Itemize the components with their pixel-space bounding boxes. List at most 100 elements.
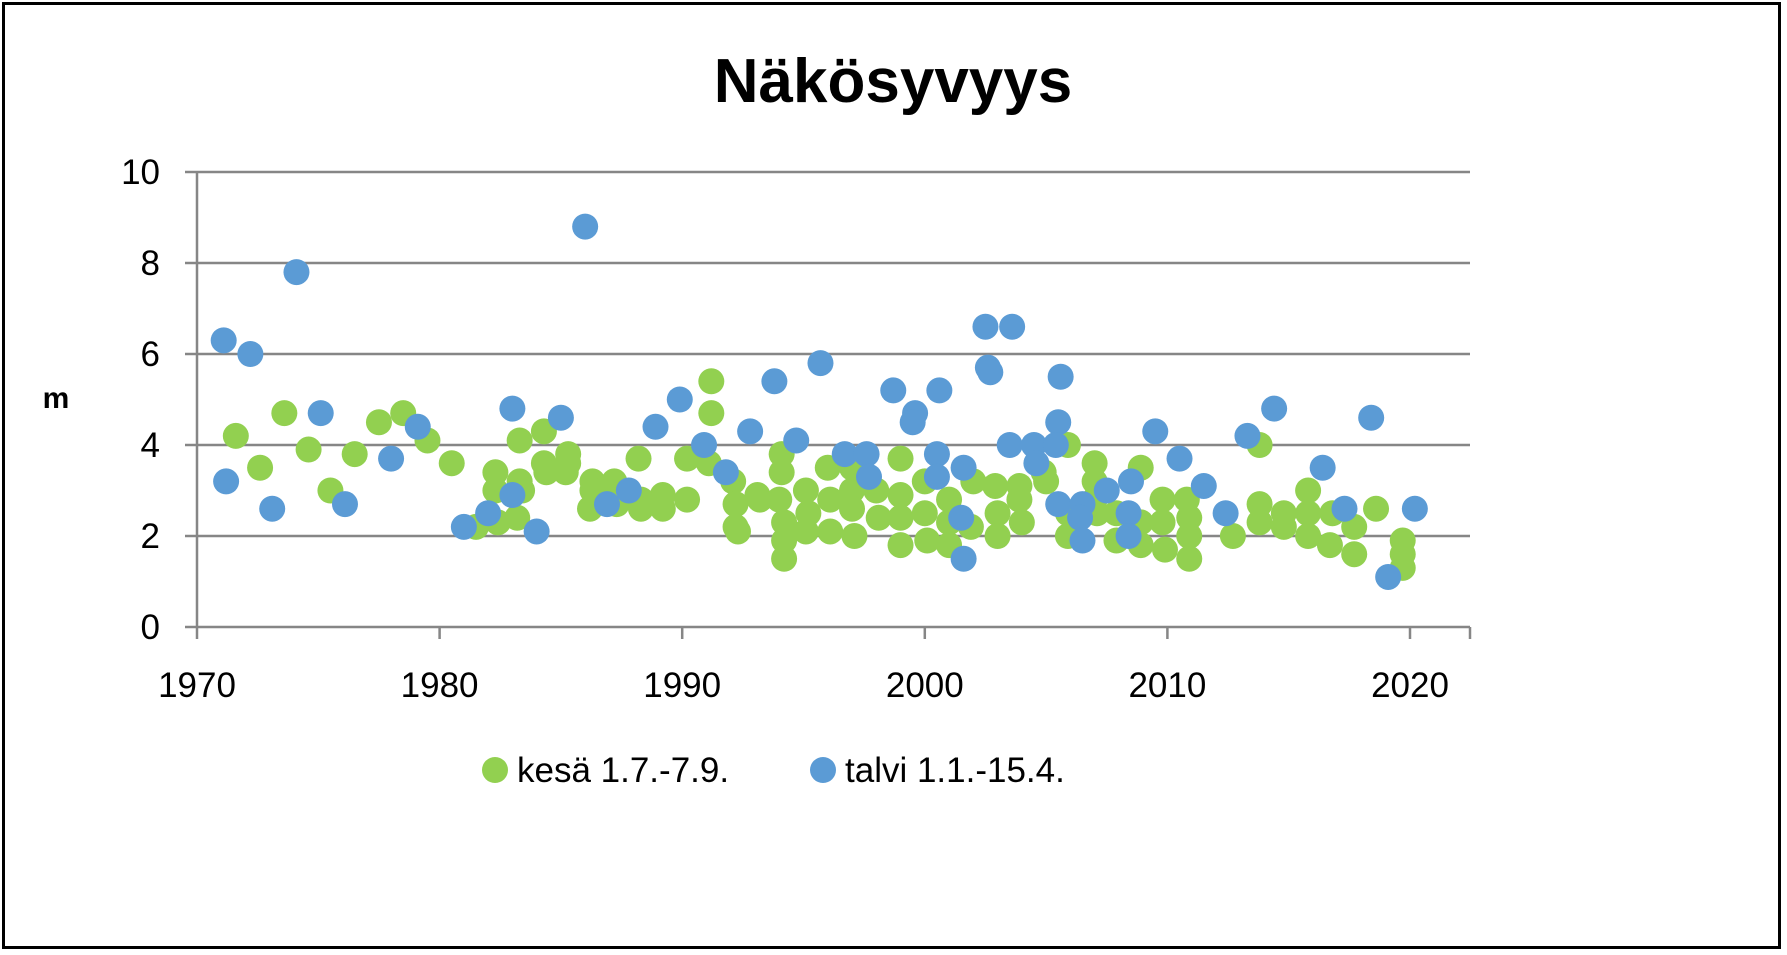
talvi-point: [856, 463, 883, 490]
y-axis-label: m: [43, 382, 70, 415]
talvi-point: [1212, 500, 1239, 527]
kesa-point: [984, 500, 1011, 527]
talvi-point: [1045, 409, 1072, 436]
talvi-point: [210, 327, 237, 354]
kesa-point: [1151, 536, 1178, 563]
talvi-point: [1190, 472, 1217, 499]
kesa-point: [792, 477, 819, 504]
kesa-point: [1246, 491, 1273, 518]
talvi-point: [1309, 454, 1336, 481]
kesa-point: [1295, 523, 1322, 549]
talvi-point: [593, 491, 620, 518]
kesa-point: [1006, 486, 1033, 513]
talvi-point: [499, 482, 526, 509]
kesa-point: [1008, 509, 1035, 536]
kesa-point: [271, 400, 298, 427]
talvi-point: [1042, 432, 1069, 458]
talvi-point: [737, 418, 764, 445]
kesa-point: [768, 459, 795, 486]
y-tick-label: 0: [141, 608, 160, 647]
kesa-point: [365, 409, 392, 436]
kesa-point: [438, 450, 465, 477]
talvi-point: [1115, 500, 1142, 527]
talvi-point: [1045, 491, 1072, 518]
talvi-point: [1023, 450, 1050, 477]
talvi-point: [1093, 477, 1120, 504]
talvi-point: [1234, 422, 1261, 449]
talvi-point: [948, 504, 975, 531]
kesa-point: [817, 486, 844, 513]
kesa-point: [1081, 450, 1108, 477]
kesa-point: [1149, 486, 1176, 513]
talvi-point: [761, 368, 788, 395]
talvi-point: [572, 213, 599, 240]
y-tick-label: 10: [121, 153, 160, 192]
kesa-point: [552, 459, 579, 486]
talvi-point: [1067, 504, 1094, 531]
talvi-point: [977, 359, 1004, 386]
kesa-point: [247, 454, 274, 481]
kesa-point: [887, 445, 914, 472]
talvi-point: [999, 313, 1026, 340]
talvi-point: [1358, 404, 1385, 431]
talvi-point: [691, 432, 718, 458]
talvi-point: [642, 413, 669, 440]
kesa-point: [887, 482, 914, 509]
kesa-point: [817, 518, 844, 545]
kesa-point: [1246, 509, 1273, 536]
kesa-point: [771, 509, 798, 536]
talvi-point: [972, 313, 999, 340]
talvi-point: [1401, 495, 1428, 522]
talvi-point: [783, 427, 810, 454]
kesa-point: [982, 472, 1009, 499]
kesa-point: [1295, 500, 1322, 527]
kesa-point: [1176, 545, 1203, 572]
talvi-point: [923, 463, 950, 490]
kesa-point: [625, 445, 652, 472]
talvi-point: [1331, 495, 1358, 522]
kesa-point: [1176, 504, 1203, 531]
kesa-point: [1149, 509, 1176, 536]
talvi-point: [237, 341, 264, 367]
talvi-point: [213, 468, 240, 495]
kesa-point: [698, 400, 725, 427]
talvi-point: [1261, 395, 1288, 422]
kesa-point: [533, 459, 560, 486]
kesa-point: [1219, 523, 1246, 549]
legend-marker: [810, 757, 836, 783]
talvi-point: [547, 404, 574, 431]
talvi-point: [523, 518, 550, 545]
talvi-point: [1142, 418, 1169, 445]
kesa-point: [771, 527, 798, 554]
kesa-point: [865, 504, 892, 531]
y-tick-label: 6: [141, 335, 160, 374]
kesa-point: [792, 518, 819, 545]
y-tick-label: 8: [141, 244, 160, 283]
talvi-point: [926, 377, 953, 404]
x-tick-label: 2000: [886, 666, 964, 705]
kesa-point: [914, 527, 941, 554]
kesa-point: [698, 368, 725, 395]
chart-title: Näkösyvyys: [714, 47, 1073, 116]
y-tick-label: 4: [141, 426, 160, 465]
kesa-point: [746, 486, 773, 513]
talvi-point: [923, 441, 950, 468]
talvi-point: [378, 445, 405, 472]
legend-label: kesä 1.7.-7.9.: [517, 751, 729, 790]
talvi-point: [283, 259, 310, 286]
kesa-point: [841, 523, 868, 549]
kesa-point: [887, 504, 914, 531]
talvi-point: [331, 491, 358, 518]
talvi-point: [499, 395, 526, 422]
kesa-point: [911, 500, 938, 527]
kesa-point: [766, 486, 793, 513]
talvi-point: [1118, 468, 1145, 495]
kesa-point: [1363, 495, 1390, 522]
legend-marker: [482, 757, 508, 783]
talvi-point: [259, 495, 286, 522]
talvi-point: [899, 409, 926, 436]
x-tick-label: 2020: [1371, 666, 1449, 705]
kesa-point: [295, 436, 322, 463]
